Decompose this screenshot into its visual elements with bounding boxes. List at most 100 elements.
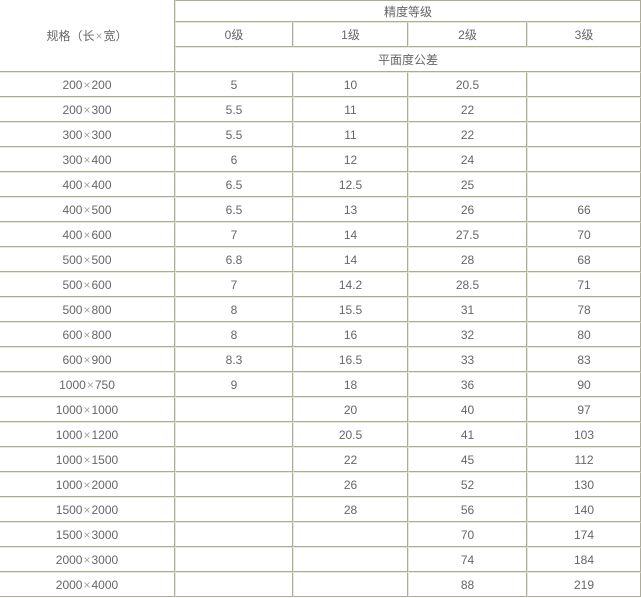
table-row: 400×400 6.5 12.5 25	[0, 172, 641, 197]
multiply-sign: ×	[83, 277, 91, 292]
value-cell: 41	[408, 422, 527, 447]
value-cell: 130	[527, 472, 641, 497]
value-cell: 28	[408, 247, 527, 272]
multiply-sign: ×	[83, 102, 91, 117]
spec-cell: 1500×2000	[0, 497, 175, 522]
table-row: 1000×1500 22 45 112	[0, 447, 641, 472]
value-cell: 40	[408, 397, 527, 422]
value-cell: 97	[527, 397, 641, 422]
multiply-sign: ×	[86, 377, 94, 392]
value-cell: 14	[293, 247, 408, 272]
multiply-sign: ×	[83, 577, 91, 592]
value-cell	[175, 572, 293, 597]
multiply-sign: ×	[83, 452, 91, 467]
table-row: 1000×1000 20 40 97	[0, 397, 641, 422]
value-cell: 219	[527, 572, 641, 597]
grade-group-header-cell: 精度等级	[175, 0, 641, 22]
value-cell: 88	[408, 572, 527, 597]
value-cell: 12	[293, 147, 408, 172]
grade-2-header-cell: 2级	[408, 22, 527, 47]
table-row: 300×300 5.5 11 22	[0, 122, 641, 147]
multiply-sign: ×	[83, 502, 91, 517]
value-cell	[175, 522, 293, 547]
value-cell: 20.5	[293, 422, 408, 447]
value-cell: 15.5	[293, 297, 408, 322]
value-cell	[527, 147, 641, 172]
grade-3-header-cell: 3级	[527, 22, 641, 47]
multiply-sign: ×	[83, 552, 91, 567]
value-cell: 28	[293, 497, 408, 522]
multiply-sign: ×	[83, 427, 91, 442]
value-cell: 8.3	[175, 347, 293, 372]
value-cell: 70	[527, 222, 641, 247]
value-cell: 24	[408, 147, 527, 172]
spec-cell: 500×500	[0, 247, 175, 272]
table-row: 2000×4000 88 219	[0, 572, 641, 597]
value-cell: 90	[527, 372, 641, 397]
spec-cell: 500×600	[0, 272, 175, 297]
multiply-sign: ×	[83, 402, 91, 417]
spec-cell: 600×900	[0, 347, 175, 372]
spec-cell: 300×300	[0, 122, 175, 147]
table-row: 200×200 5 10 20.5	[0, 72, 641, 97]
value-cell: 68	[527, 247, 641, 272]
multiply-sign: ×	[83, 327, 91, 342]
value-cell: 27.5	[408, 222, 527, 247]
table-row: 1000×1200 20.5 41 103	[0, 422, 641, 447]
multiply-sign: ×	[95, 29, 103, 43]
table-row: 1500×3000 70 174	[0, 522, 641, 547]
tolerance-header-cell: 平面度公差	[175, 47, 641, 72]
multiply-sign: ×	[83, 252, 91, 267]
table-row: 500×800 8 15.5 31 78	[0, 297, 641, 322]
value-cell	[527, 172, 641, 197]
value-cell: 74	[408, 547, 527, 572]
value-cell	[175, 397, 293, 422]
spec-cell: 1000×1200	[0, 422, 175, 447]
multiply-sign: ×	[83, 202, 91, 217]
spec-header-cell: 规格（长×宽）	[0, 0, 175, 72]
multiply-sign: ×	[83, 177, 91, 192]
value-cell	[175, 472, 293, 497]
spec-cell: 300×400	[0, 147, 175, 172]
spec-cell: 400×600	[0, 222, 175, 247]
table-row: 1000×2000 26 52 130	[0, 472, 641, 497]
value-cell: 184	[527, 547, 641, 572]
table-body: 200×200 5 10 20.5 200×300 5.5 11 22 300×300 5.5 11…	[0, 72, 641, 597]
spec-cell: 1000×750	[0, 372, 175, 397]
spec-cell: 600×800	[0, 322, 175, 347]
header-row-grade-group: 规格（长×宽） 精度等级	[0, 0, 641, 72]
value-cell	[175, 547, 293, 572]
value-cell: 20	[293, 397, 408, 422]
spec-cell: 1000×2000	[0, 472, 175, 497]
value-cell: 5.5	[175, 122, 293, 147]
grade-1-header-cell: 1级	[293, 22, 408, 47]
table-row: 200×300 5.5 11 22	[0, 97, 641, 122]
value-cell: 6.5	[175, 172, 293, 197]
table-row: 300×400 6 12 24	[0, 147, 641, 172]
value-cell	[293, 547, 408, 572]
value-cell: 140	[527, 497, 641, 522]
spec-cell: 500×800	[0, 297, 175, 322]
spec-cell: 1500×3000	[0, 522, 175, 547]
value-cell: 6.5	[175, 197, 293, 222]
value-cell: 22	[293, 447, 408, 472]
value-cell: 112	[527, 447, 641, 472]
value-cell: 78	[527, 297, 641, 322]
value-cell: 7	[175, 272, 293, 297]
value-cell: 32	[408, 322, 527, 347]
value-cell: 8	[175, 297, 293, 322]
value-cell: 56	[408, 497, 527, 522]
table-row: 2000×3000 74 184	[0, 547, 641, 572]
value-cell: 45	[408, 447, 527, 472]
value-cell: 13	[293, 197, 408, 222]
value-cell: 52	[408, 472, 527, 497]
value-cell: 26	[293, 472, 408, 497]
value-cell: 28.5	[408, 272, 527, 297]
value-cell: 12.5	[293, 172, 408, 197]
table-row: 1500×2000 28 56 140	[0, 497, 641, 522]
spec-cell: 2000×4000	[0, 572, 175, 597]
value-cell: 25	[408, 172, 527, 197]
spec-cell: 200×300	[0, 97, 175, 122]
multiply-sign: ×	[83, 527, 91, 542]
